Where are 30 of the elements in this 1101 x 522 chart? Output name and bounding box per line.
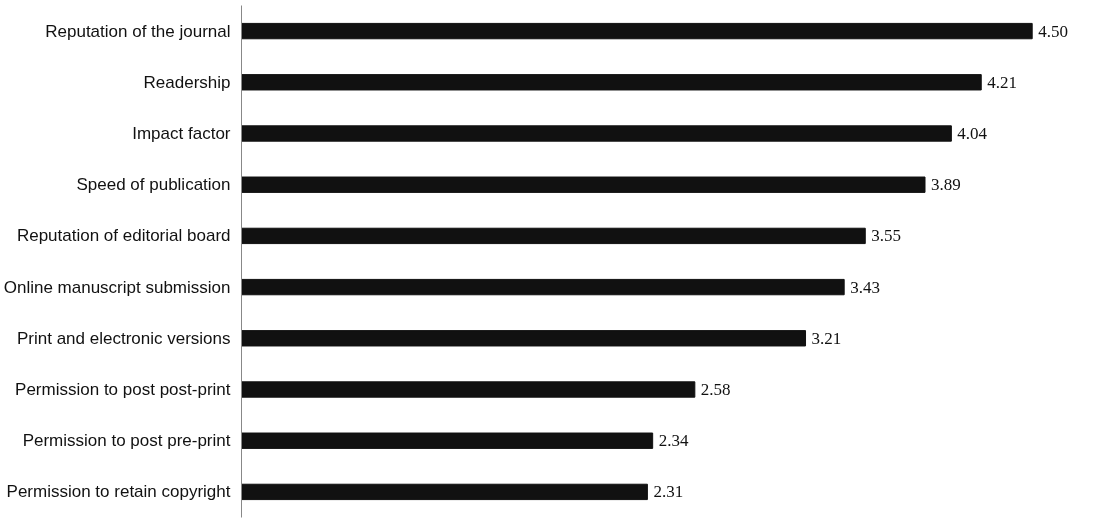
data-label: 4.50 bbox=[1038, 21, 1068, 41]
y-tick-label: Readership bbox=[143, 72, 231, 92]
data-label: 3.55 bbox=[871, 226, 902, 246]
data-label: 2.58 bbox=[700, 380, 731, 399]
bar bbox=[241, 483, 648, 501]
data-label: 2.34 bbox=[658, 431, 689, 451]
bar bbox=[241, 74, 982, 91]
bar bbox=[241, 330, 807, 347]
y-tick-label: Print and electronic versions bbox=[16, 328, 231, 348]
bar bbox=[241, 227, 866, 245]
data-label: 3.21 bbox=[811, 328, 842, 348]
data-label: 4.04 bbox=[957, 124, 988, 143]
y-tick-label: Reputation of the journal bbox=[45, 21, 231, 41]
y-tick-label: Speed of publication bbox=[76, 175, 231, 195]
data-label: 3.89 bbox=[931, 175, 961, 195]
data-label: 2.31 bbox=[653, 482, 684, 502]
bar bbox=[241, 381, 696, 398]
y-tick-label: Reputation of editorial board bbox=[16, 226, 231, 246]
y-tick-label: Impact factor bbox=[132, 124, 231, 143]
y-tick-label: Online manuscript submission bbox=[3, 277, 231, 297]
y-tick-label: Permission to retain copyright bbox=[6, 482, 231, 502]
y-tick-label: Permission to post pre-print bbox=[22, 431, 231, 451]
y-tick-label: Permission to post post-print bbox=[15, 380, 231, 399]
bar bbox=[241, 176, 926, 193]
data-label: 3.43 bbox=[850, 277, 880, 297]
bar bbox=[241, 432, 654, 449]
data-label: 4.21 bbox=[987, 72, 1017, 92]
bar bbox=[241, 125, 952, 142]
bar bbox=[241, 22, 1033, 40]
bar bbox=[241, 278, 845, 296]
